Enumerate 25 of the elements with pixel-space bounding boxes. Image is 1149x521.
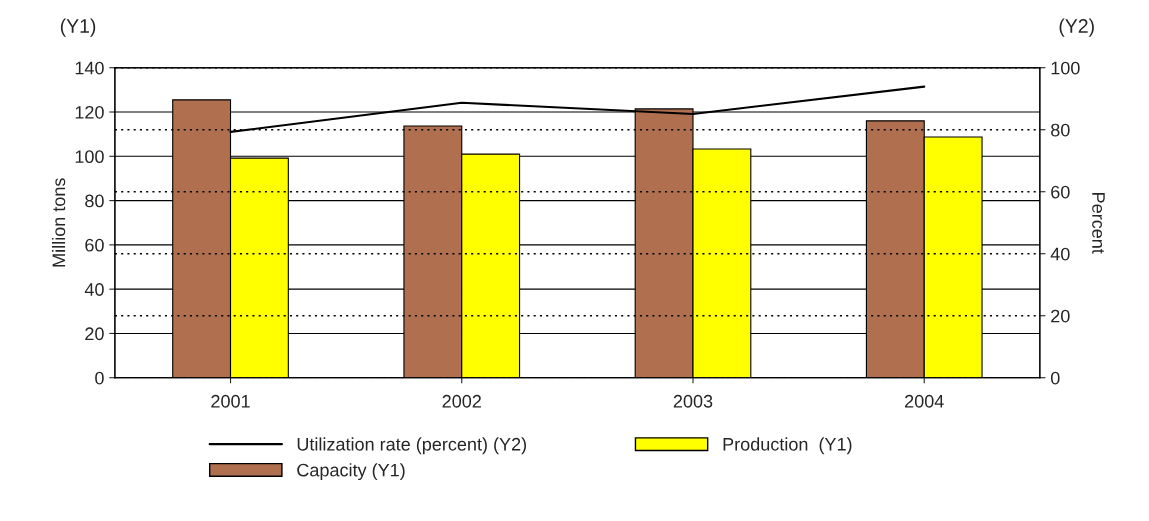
y-tick-label: 0 xyxy=(95,371,104,385)
y-tick-label: 120 xyxy=(75,105,104,119)
y2-tick-label: 100 xyxy=(1051,61,1080,75)
y-tick-label: 80 xyxy=(85,194,104,208)
y-tick-label: 140 xyxy=(75,61,104,75)
legend-label: Capacity (Y1) xyxy=(297,463,405,481)
y2-tick-label: 60 xyxy=(1051,185,1070,199)
x-tick-label: 2004 xyxy=(905,394,944,408)
y2-axis-title: Percent xyxy=(1092,193,1105,254)
y-tick-label: 60 xyxy=(85,238,104,252)
text: (Y1) xyxy=(60,18,96,37)
legend-label: Production (Y1) xyxy=(723,437,852,455)
y-axis-title: Million tons xyxy=(51,178,66,267)
y2-tick-label: 20 xyxy=(1051,309,1070,323)
x-tick-label: 2001 xyxy=(211,394,250,408)
y-tick-label: 20 xyxy=(85,327,104,341)
y-tick-label: 40 xyxy=(84,283,104,296)
x-tick-label: 2003 xyxy=(673,394,713,408)
y2-tick-label: 40 xyxy=(1050,247,1070,261)
x-tick-label: 2002 xyxy=(442,394,481,408)
y2-tick-label: 80 xyxy=(1051,123,1070,137)
legend-label: Utilization rate (percent) (Y2) xyxy=(297,437,527,455)
text: (Y2) xyxy=(1059,18,1094,37)
y2-tick-label: 0 xyxy=(1050,371,1060,385)
y-tick-label: 100 xyxy=(75,150,104,164)
